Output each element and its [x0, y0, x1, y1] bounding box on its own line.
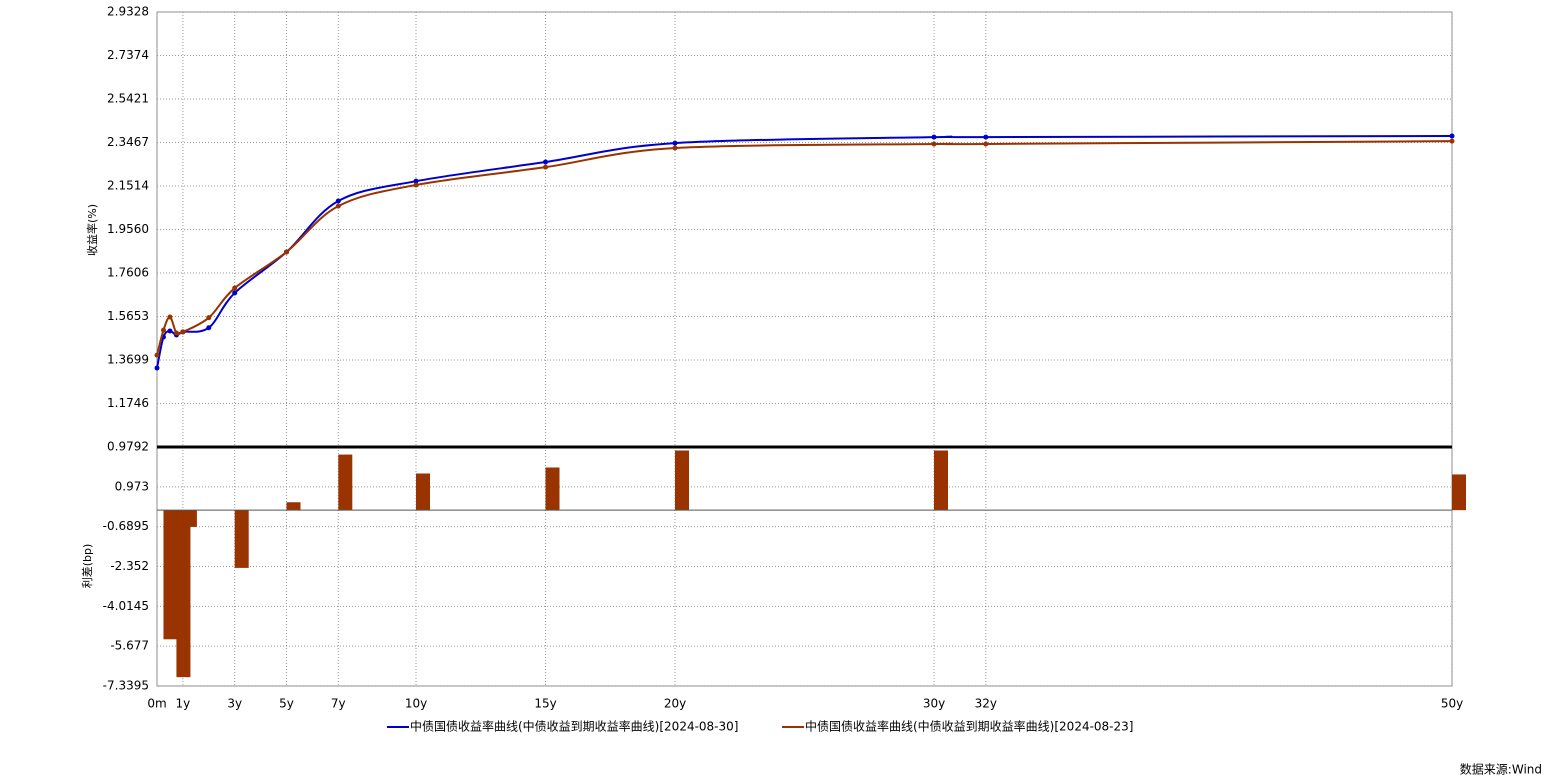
x-tick-label: 15y	[534, 697, 556, 711]
point-marker	[413, 178, 419, 184]
bar	[675, 450, 689, 511]
point-marker	[232, 290, 238, 296]
point-marker	[543, 164, 548, 170]
bar	[1452, 474, 1466, 511]
bar	[176, 510, 191, 678]
source-note: 数据来源:Wind	[1460, 762, 1542, 777]
point-marker	[180, 329, 186, 335]
point-marker	[335, 203, 341, 209]
y-tick-label: 2.9328	[107, 5, 149, 19]
y-tick-label: 0.973	[115, 479, 149, 493]
y-tick-label: -5.677	[110, 639, 149, 653]
bar	[182, 510, 197, 527]
plot-frame	[156, 11, 1453, 448]
y-tick-label: -2.352	[110, 559, 149, 573]
point-marker	[160, 327, 166, 333]
point-marker	[206, 315, 212, 321]
point-marker	[413, 182, 419, 188]
x-tick-label: 50y	[1441, 697, 1463, 711]
point-marker	[1449, 133, 1455, 139]
y-tick-label: 1.7606	[107, 266, 149, 280]
y-tick-label: 2.7374	[107, 48, 149, 62]
bar	[163, 510, 178, 640]
point-marker	[154, 365, 160, 371]
y-tick-label: 2.5421	[107, 91, 149, 105]
bar	[545, 467, 560, 511]
y-tick-label: -0.6895	[103, 519, 149, 533]
point-marker	[167, 328, 173, 334]
bar	[934, 450, 948, 511]
y-axis-label: 利差(bp)	[80, 544, 94, 589]
bar	[338, 454, 353, 511]
y-tick-label: 2.3467	[107, 135, 149, 149]
point-marker	[154, 352, 160, 358]
legend-label: 中债国债收益率曲线(中债收益到期收益率曲线)[2024-08-23]	[805, 719, 1133, 734]
point-marker	[335, 198, 341, 204]
x-tick-label: 1y	[176, 697, 191, 711]
bar	[416, 473, 430, 511]
x-tick-label: 7y	[331, 697, 346, 711]
x-tick-label: 20y	[664, 697, 686, 711]
point-marker	[206, 325, 212, 331]
line-series	[156, 134, 1453, 369]
y-axis-label: 收益率(%)	[85, 204, 99, 256]
point-marker	[983, 141, 989, 147]
point-marker	[931, 141, 937, 147]
y-tick-label: -4.0145	[103, 599, 149, 613]
x-tick-label: 30y	[923, 697, 945, 711]
bar	[234, 510, 249, 568]
x-tick-label: 5y	[279, 697, 294, 711]
y-tick-label: 2.1514	[107, 178, 149, 192]
x-tick-label: 10y	[405, 697, 427, 711]
x-tick-label: 32y	[975, 697, 997, 711]
y-tick-label: 1.5653	[107, 309, 149, 323]
x-tick-label: 3y	[227, 697, 242, 711]
legend-label: 中债国债收益率曲线(中债收益到期收益率曲线)[2024-08-30]	[410, 719, 738, 734]
point-marker	[232, 285, 238, 291]
point-marker	[167, 314, 173, 320]
y-tick-label: 1.3699	[107, 353, 149, 367]
bar	[286, 502, 301, 511]
x-tick-label: 0m	[147, 697, 166, 711]
point-marker	[284, 249, 289, 255]
line-series	[156, 140, 1453, 356]
y-tick-label: 1.1746	[107, 396, 149, 410]
point-marker	[543, 159, 548, 165]
point-marker	[672, 140, 678, 146]
y-tick-label: -7.3395	[103, 679, 149, 693]
point-marker	[1449, 138, 1455, 144]
point-marker	[931, 134, 937, 140]
y-tick-label: 1.9560	[107, 222, 149, 236]
point-marker	[672, 145, 678, 151]
y-tick-label: 0.9792	[107, 440, 149, 454]
point-marker	[173, 330, 179, 336]
point-marker	[983, 134, 989, 140]
